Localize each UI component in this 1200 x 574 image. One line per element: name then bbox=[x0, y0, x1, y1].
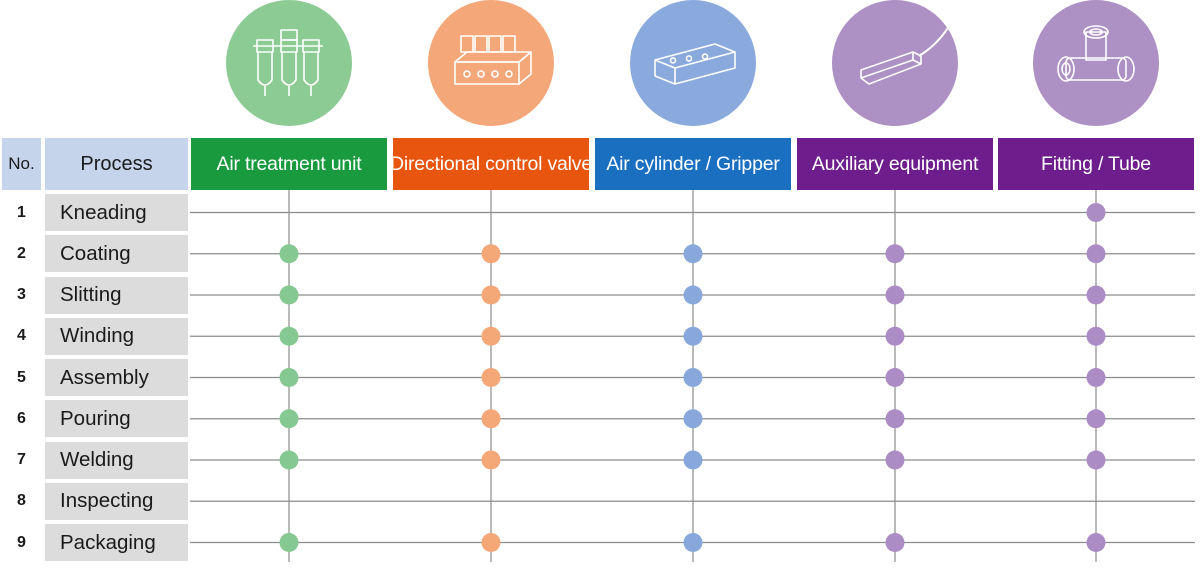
row-number: 9 bbox=[2, 524, 41, 561]
usage-dot bbox=[279, 409, 299, 429]
category-icon-3 bbox=[630, 0, 756, 126]
usage-dot bbox=[1086, 285, 1106, 305]
usage-dot bbox=[1086, 409, 1106, 429]
usage-dot bbox=[885, 326, 905, 346]
usage-dot bbox=[885, 368, 905, 387]
usage-dot bbox=[279, 450, 299, 470]
air-treatment-unit-icon bbox=[253, 29, 323, 96]
usage-dot bbox=[885, 533, 905, 552]
usage-dot bbox=[481, 285, 501, 305]
usage-dot bbox=[885, 409, 905, 429]
usage-dot bbox=[481, 409, 501, 429]
category-icon-2 bbox=[428, 0, 554, 126]
icon-circle bbox=[428, 0, 554, 126]
row-number: 4 bbox=[2, 317, 41, 355]
usage-dot bbox=[1086, 326, 1106, 346]
category-header-1: Air treatment unit bbox=[191, 138, 387, 190]
process-name: Slitting bbox=[45, 276, 188, 314]
row-number: 7 bbox=[2, 441, 41, 479]
usage-dot bbox=[279, 326, 299, 346]
usage-dot bbox=[683, 244, 703, 264]
category-icon-4 bbox=[832, 0, 958, 126]
header-no: No. bbox=[2, 138, 41, 190]
row-number: 6 bbox=[2, 400, 41, 438]
usage-dot bbox=[279, 533, 299, 552]
solenoid-valve-icon bbox=[454, 35, 532, 85]
usage-dot bbox=[683, 450, 703, 470]
row-number: 8 bbox=[2, 482, 41, 520]
process-name: Assembly bbox=[45, 359, 188, 396]
process-name: Coating bbox=[45, 235, 188, 273]
usage-dot bbox=[683, 368, 703, 387]
row-number: 3 bbox=[2, 276, 41, 314]
usage-dot bbox=[885, 244, 905, 264]
process-name: Inspecting bbox=[45, 482, 188, 520]
usage-dot bbox=[1086, 244, 1106, 264]
row-number: 5 bbox=[2, 359, 41, 396]
usage-dot bbox=[481, 326, 501, 346]
usage-dot bbox=[683, 409, 703, 429]
usage-dot bbox=[481, 533, 501, 552]
usage-dot bbox=[481, 450, 501, 470]
process-name: Pouring bbox=[45, 400, 188, 438]
usage-dot bbox=[279, 368, 299, 387]
tee-fitting-icon bbox=[1057, 25, 1135, 82]
category-header-5: Fitting / Tube bbox=[998, 138, 1194, 190]
usage-dot bbox=[1086, 450, 1106, 470]
usage-dot bbox=[1086, 368, 1106, 387]
row-number: 2 bbox=[2, 235, 41, 273]
row-number: 1 bbox=[2, 194, 41, 231]
process-name: Welding bbox=[45, 441, 188, 479]
header-process: Process bbox=[45, 138, 188, 190]
category-icon-5 bbox=[1033, 0, 1159, 126]
usage-dot bbox=[1086, 533, 1106, 552]
category-header-2: Directional control valve bbox=[390, 138, 592, 190]
usage-dot bbox=[885, 450, 905, 470]
icon-circle bbox=[1033, 0, 1159, 126]
usage-dot bbox=[683, 533, 703, 552]
usage-dot bbox=[1086, 203, 1106, 222]
category-header-3: Air cylinder / Gripper bbox=[595, 138, 791, 190]
icon-circle bbox=[832, 0, 958, 126]
usage-dot bbox=[683, 326, 703, 346]
process-name: Winding bbox=[45, 317, 188, 355]
icon-circle bbox=[226, 0, 352, 126]
usage-dot bbox=[279, 244, 299, 264]
usage-dot bbox=[481, 244, 501, 264]
category-icon-1 bbox=[226, 0, 352, 126]
process-name: Kneading bbox=[45, 194, 188, 231]
usage-dot bbox=[885, 285, 905, 305]
sensor-switch-icon bbox=[860, 23, 958, 85]
air-cylinder-icon bbox=[654, 43, 736, 85]
usage-dot bbox=[683, 285, 703, 305]
category-header-4: Auxiliary equipment bbox=[797, 138, 993, 190]
usage-dot bbox=[279, 285, 299, 305]
process-name: Packaging bbox=[45, 524, 188, 561]
usage-dot bbox=[481, 368, 501, 387]
